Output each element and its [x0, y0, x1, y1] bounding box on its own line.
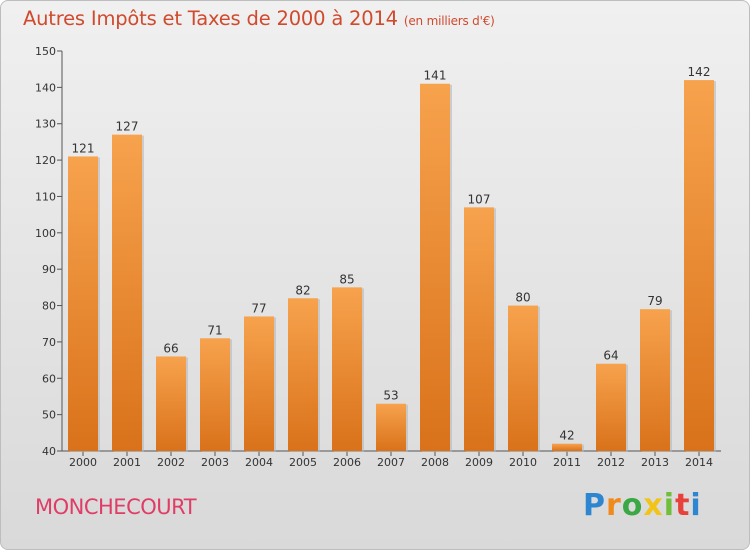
- x-tick-label: 2006: [333, 456, 361, 469]
- bars: [68, 80, 716, 453]
- bar-value-label: 66: [163, 341, 178, 355]
- chart-title-text: Autres Impôts et Taxes de 2000 à 2014: [23, 7, 398, 30]
- y-tick-label: 60: [42, 372, 56, 385]
- x-tick-label: 2010: [509, 456, 537, 469]
- y-tick-label: 140: [35, 81, 56, 94]
- bar: [68, 156, 98, 452]
- bar: [464, 207, 494, 451]
- x-tick-label: 2002: [157, 456, 185, 469]
- bar: [112, 134, 142, 452]
- bar: [552, 443, 582, 451]
- y-tick-label: 40: [42, 445, 56, 458]
- x-tick-label: 2014: [685, 456, 713, 469]
- x-tick-label: 2011: [553, 456, 581, 469]
- bar-value-label: 71: [207, 323, 222, 337]
- y-tick-label: 150: [35, 45, 56, 58]
- data-labels: 121 127 66 71 77 82 85 53 141 107 80 42 64 79 142: [72, 65, 711, 443]
- bar: [288, 298, 318, 451]
- x-tick-label: 2001: [113, 456, 141, 469]
- bar: [596, 363, 626, 451]
- x-tick-label: 2012: [597, 456, 625, 469]
- bar-value-label: 85: [339, 272, 354, 286]
- y-tick-label: 130: [35, 118, 56, 131]
- bar-value-label: 142: [688, 65, 711, 79]
- bar-value-label: 42: [559, 429, 574, 443]
- bar: [508, 305, 538, 451]
- bar: [684, 80, 714, 451]
- bar-value-label: 64: [603, 349, 618, 363]
- bar: [156, 356, 186, 451]
- x-tick-label: 2007: [377, 456, 405, 469]
- bar: [420, 83, 450, 452]
- x-tick-label: 2004: [245, 456, 273, 469]
- bar-value-label: 127: [116, 120, 139, 134]
- bar: [376, 403, 406, 451]
- x-tick-label: 2000: [69, 456, 97, 469]
- bar: [200, 338, 230, 451]
- x-tick-label: 2013: [641, 456, 669, 469]
- bar-value-label: 121: [72, 141, 95, 155]
- y-tick-label: 100: [35, 227, 56, 240]
- x-tick-label: 2009: [465, 456, 493, 469]
- bar: [332, 287, 362, 451]
- x-tick-label: 2003: [201, 456, 229, 469]
- y-tick-label: 50: [42, 409, 56, 422]
- bar-value-label: 80: [515, 291, 530, 305]
- y-tick-label: 120: [35, 154, 56, 167]
- x-tick-label: 2008: [421, 456, 449, 469]
- bar-value-label: 53: [383, 389, 398, 403]
- bar: [640, 309, 670, 451]
- bar-value-label: 77: [251, 301, 266, 315]
- y-tick-label: 80: [42, 300, 56, 313]
- y-tick-label: 70: [42, 336, 56, 349]
- chart-unit: (en milliers d'€): [403, 14, 495, 28]
- bar-value-label: 107: [468, 192, 491, 206]
- bar-value-label: 79: [647, 294, 662, 308]
- bar-value-label: 82: [295, 283, 310, 297]
- proxiti-logo: Proxiti: [583, 488, 702, 523]
- y-tick-label: 90: [42, 263, 56, 276]
- place-name: MONCHECOURT: [35, 495, 197, 519]
- bar-value-label: 141: [424, 69, 447, 83]
- y-tick-label: 110: [35, 190, 56, 203]
- bar: [244, 316, 274, 451]
- x-tick-label: 2005: [289, 456, 317, 469]
- chart-title: Autres Impôts et Taxes de 2000 à 2014 (en…: [23, 7, 495, 30]
